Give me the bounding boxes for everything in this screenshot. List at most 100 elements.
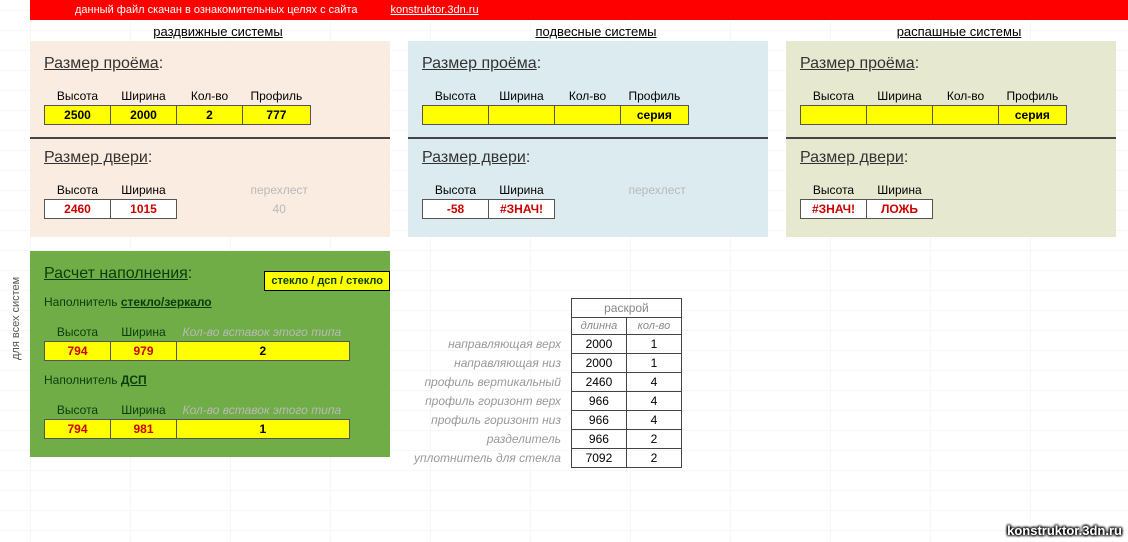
col-width: Ширина [111, 87, 177, 106]
table-row: уплотнитель для стекла70922 [410, 449, 681, 468]
panel-suspended: Размер проёма: Высота Ширина Кол-во Проф… [408, 41, 768, 237]
opening-title: Размер проёма: [800, 55, 1102, 73]
cut-len[interactable]: 2460 [571, 373, 626, 392]
col-width: Ширина [111, 181, 177, 200]
table-row: разделитель9662 [410, 430, 681, 449]
panel-sliding: Размер проёма: Высота Ширина Кол-во Проф… [30, 41, 390, 237]
cut-len[interactable]: 966 [571, 430, 626, 449]
col-profile: Профиль [243, 87, 311, 106]
sliding-door-w[interactable]: 1015 [111, 200, 177, 219]
col-width: Ширина [111, 401, 177, 420]
glass-h[interactable]: 794 [45, 342, 111, 361]
cut-qty[interactable]: 2 [626, 449, 681, 468]
header-suspended: подвесные системы [416, 24, 776, 39]
susp-open-q[interactable] [555, 106, 621, 125]
sliding-overlap: 40 [243, 200, 316, 219]
susp-door-w[interactable]: #ЗНАЧ! [489, 200, 555, 219]
susp-open-p[interactable]: серия [621, 106, 689, 125]
col-width: Ширина [867, 181, 933, 200]
col-height: Высота [423, 87, 489, 106]
glass-w[interactable]: 979 [111, 342, 177, 361]
swing-open-q[interactable] [933, 106, 999, 125]
susp-door-h[interactable]: -58 [423, 200, 489, 219]
glass-q[interactable]: 2 [177, 342, 350, 361]
sliding-open-q[interactable]: 2 [177, 106, 243, 125]
cut-name: профиль горизонт низ [410, 411, 571, 430]
cut-name: направляющая верх [410, 335, 571, 354]
cut-qty[interactable]: 4 [626, 373, 681, 392]
col-width: Ширина [489, 181, 555, 200]
cut-col-qty: кол-во [626, 318, 681, 335]
susp-overlap [621, 200, 694, 219]
opening-title: Размер проёма: [44, 55, 376, 73]
sliding-open-w[interactable]: 2000 [111, 106, 177, 125]
overlap-label: перехлест [621, 181, 694, 200]
header-swing: распашные системы [794, 24, 1124, 39]
dsp-h[interactable]: 794 [45, 420, 111, 439]
door-title: Размер двери: [422, 149, 754, 167]
dsp-w[interactable]: 981 [111, 420, 177, 439]
panel-fill: Расчет наполнения: стекло / дсп / стекло… [30, 251, 390, 457]
cut-qty[interactable]: 2 [626, 430, 681, 449]
col-width: Ширина [111, 323, 177, 342]
col-qty: Кол-во [555, 87, 621, 106]
table-row: профиль горизонт низ9664 [410, 411, 681, 430]
cut-len[interactable]: 2000 [571, 354, 626, 373]
banner-text: данный файл скачан в ознакомительных цел… [75, 4, 357, 16]
cut-name: профиль вертикальный [410, 373, 571, 392]
cut-len[interactable]: 966 [571, 411, 626, 430]
swing-open-w[interactable] [867, 106, 933, 125]
overlap-label: перехлест [243, 181, 316, 200]
sliding-door-h[interactable]: 2460 [45, 200, 111, 219]
col-height: Высота [45, 401, 111, 420]
opening-table: Высота Ширина Кол-во Профиль 2500 2000 2… [44, 87, 311, 125]
cutting-title: раскрой [571, 299, 681, 318]
fill-badge[interactable]: стекло / дсп / стекло [264, 271, 390, 291]
col-height: Высота [45, 181, 111, 200]
cut-qty[interactable]: 1 [626, 354, 681, 373]
panels-row: Размер проёма: Высота Ширина Кол-во Проф… [30, 41, 1128, 237]
cut-qty[interactable]: 4 [626, 392, 681, 411]
door-title: Размер двери: [800, 149, 1102, 167]
cut-name: разделитель [410, 430, 571, 449]
panel-swing: Размер проёма: Высота Ширина Кол-во Проф… [786, 41, 1116, 237]
sliding-open-p[interactable]: 777 [243, 106, 311, 125]
swing-door-h[interactable]: #ЗНАЧ! [801, 200, 867, 219]
cut-len[interactable]: 7092 [571, 449, 626, 468]
col-height: Высота [45, 323, 111, 342]
cut-qty[interactable]: 4 [626, 411, 681, 430]
swing-door-w[interactable]: ЛОЖЬ [867, 200, 933, 219]
door-table: Высота Ширина перехлест -58 #ЗНАЧ! [422, 181, 694, 219]
susp-open-w[interactable] [489, 106, 555, 125]
cut-name: уплотнитель для стекла [410, 449, 571, 468]
cut-len[interactable]: 966 [571, 392, 626, 411]
col-width: Ширина [489, 87, 555, 106]
cut-qty[interactable]: 1 [626, 335, 681, 354]
glass-table: Высота Ширина Кол-во вставок этого типа … [44, 323, 350, 361]
col-profile: Профиль [999, 87, 1067, 106]
banner-link[interactable]: konstruktor.3dn.ru [391, 4, 479, 16]
door-table: Высота Ширина перехлест 2460 1015 40 [44, 181, 316, 219]
col-width: Ширина [867, 87, 933, 106]
col-height: Высота [45, 87, 111, 106]
col-height: Высота [801, 181, 867, 200]
watermark: konstruktor.3dn.ru [1007, 523, 1122, 538]
filler-glass-label: Наполнитель стекло/зеркало [44, 295, 376, 309]
swing-open-h[interactable] [801, 106, 867, 125]
susp-open-h[interactable] [423, 106, 489, 125]
sliding-open-h[interactable]: 2500 [45, 106, 111, 125]
cutting-table: раскрой длинна кол-во направляющая верх2… [410, 298, 682, 468]
cut-name: профиль горизонт верх [410, 392, 571, 411]
cut-len[interactable]: 2000 [571, 335, 626, 354]
cut-name: направляющая низ [410, 354, 571, 373]
opening-table: Высота Ширина Кол-во Профиль серия [422, 87, 689, 125]
divider [30, 137, 390, 139]
dsp-q[interactable]: 1 [177, 420, 350, 439]
col-height: Высота [801, 87, 867, 106]
table-row: профиль горизонт верх9664 [410, 392, 681, 411]
dsp-table: Высота Ширина Кол-во вставок этого типа … [44, 401, 350, 439]
swing-open-p[interactable]: серия [999, 106, 1067, 125]
door-title: Размер двери: [44, 149, 376, 167]
col-height: Высота [423, 181, 489, 200]
insert-qty-label: Кол-во вставок этого типа [177, 401, 350, 420]
